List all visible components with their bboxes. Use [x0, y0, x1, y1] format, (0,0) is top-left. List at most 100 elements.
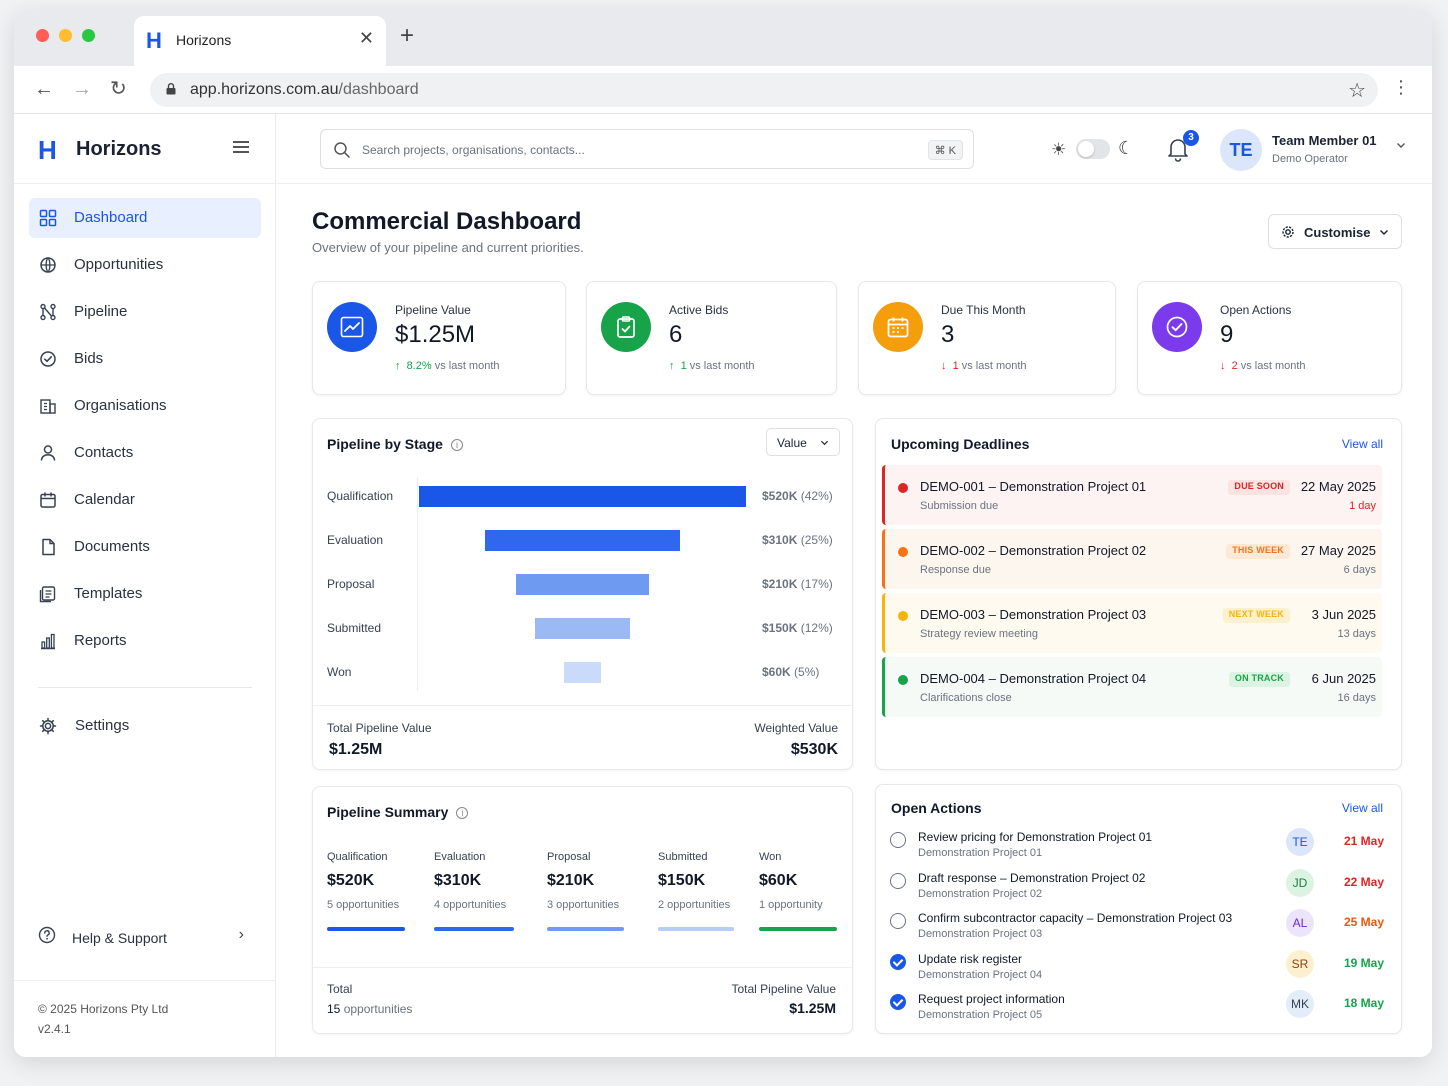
summary-stage-value: $520K [327, 872, 375, 889]
kpi-value: 9 [1220, 321, 1234, 348]
info-icon[interactable]: i [450, 439, 463, 451]
checked-circle-icon[interactable] [890, 953, 906, 970]
tab-title: Horizons [176, 32, 232, 48]
status-badge: DUE SOON [1228, 480, 1290, 495]
theme-toggle[interactable] [1076, 139, 1110, 159]
user-name[interactable]: Team Member 01 [1272, 133, 1377, 148]
hamburger-menu-icon[interactable] [233, 141, 249, 153]
sidebar-item-label: Pipeline [74, 303, 128, 320]
kpi-delta: ↓ 1 vs last month [941, 360, 1027, 372]
chevron-down-icon [1380, 230, 1388, 235]
main-content: Commercial Dashboard Overview of your pi… [276, 185, 1432, 1057]
action-title: Request project information [918, 992, 1065, 1006]
sidebar-item-reports[interactable]: Reports [29, 621, 261, 661]
sidebar-item-label: Dashboard [74, 209, 148, 226]
stage-bar[interactable] [535, 618, 630, 639]
customise-label: Customise [1304, 225, 1371, 240]
action-item[interactable]: Confirm subcontractor capacity – Demonst… [888, 909, 1384, 945]
browser-window: H Horizons ✕ + ← → ↻ app.horizons.com.au… [14, 10, 1432, 1057]
new-tab-icon[interactable]: + [400, 22, 415, 49]
action-item[interactable]: Review pricing for Demonstration Project… [888, 828, 1384, 864]
pipeline-by-stage-card: Pipeline by Stage i Value Qualification $5… [312, 418, 853, 770]
action-due-date: 21 May [1343, 834, 1384, 848]
action-item[interactable]: Request project information Demonstration… [888, 990, 1384, 1026]
sidebar-item-bids[interactable]: Bids [29, 339, 261, 379]
kpi-label: Due This Month [941, 303, 1026, 317]
gear-icon [39, 717, 57, 735]
arrow-up-icon: ↑ [669, 360, 678, 372]
maximize-window-dot[interactable] [82, 29, 95, 42]
stage-value-label: $520K [762, 489, 798, 503]
kpi-card-active-bids[interactable]: Active Bids 6 ↑ 1 vs last month [586, 281, 837, 395]
kpi-value: 6 [669, 321, 683, 348]
minimize-window-dot[interactable] [59, 29, 72, 42]
unchecked-circle-icon[interactable] [890, 872, 906, 889]
back-arrow-icon[interactable]: ← [34, 78, 54, 100]
kpi-card-pipeline-value[interactable]: Pipeline Value $1.25M ↑ 8.2% vs last month [312, 281, 566, 395]
sidebar-item-templates[interactable]: Templates [29, 574, 261, 614]
browser-menu-icon[interactable]: ⋮ [1392, 77, 1410, 97]
deadline-item[interactable]: DEMO-003 – Demonstration Project 03 Strat… [882, 593, 1382, 653]
close-tab-icon[interactable]: ✕ [358, 28, 374, 48]
customise-button[interactable]: Customise [1268, 214, 1402, 249]
stage-bar[interactable] [485, 530, 680, 551]
checked-circle-icon[interactable] [890, 994, 906, 1010]
chevron-down-icon[interactable] [1396, 140, 1406, 150]
pipeline-summary-card: Pipeline Summary i Qualification $520K 5 op… [312, 786, 853, 1034]
action-title: Draft response – Demonstration Project 0… [918, 870, 1146, 885]
summary-stage-submitted: Submitted $150K 2 opportunities [658, 851, 738, 911]
sidebar-item-documents[interactable]: Documents [29, 527, 261, 567]
deadline-item[interactable]: DEMO-004 – Demonstration Project 04 Clari… [882, 657, 1382, 717]
card-title: Pipeline Summary i [327, 804, 469, 820]
browser-tab[interactable]: H Horizons ✕ [134, 16, 386, 66]
deadline-item[interactable]: DEMO-001 – Demonstration Project 01 Submi… [882, 465, 1382, 525]
user-avatar[interactable]: TE [1220, 129, 1262, 171]
forward-arrow-icon[interactable]: → [72, 78, 92, 100]
sidebar-item-settings[interactable]: Settings [29, 706, 261, 746]
sidebar-item-opportunities[interactable]: Opportunities [29, 245, 261, 285]
address-bar[interactable]: app.horizons.com.au/dashboard ☆ [150, 73, 1378, 107]
summary-stage-count: 3 opportunities [547, 899, 620, 911]
browser-toolbar: ← → ↻ app.horizons.com.au/dashboard ☆ ⋮ [14, 66, 1432, 114]
deadline-item[interactable]: DEMO-002 – Demonstration Project 02 Respo… [882, 529, 1382, 589]
search-icon [334, 142, 350, 158]
kpi-label: Pipeline Value [395, 303, 471, 317]
bell-icon[interactable] [1166, 136, 1190, 162]
sidebar-item-calendar[interactable]: Calendar [29, 480, 261, 520]
search-input[interactable]: Search projects, organisations, contacts… [320, 129, 974, 169]
stage-bar[interactable] [563, 662, 602, 683]
unchecked-circle-icon[interactable] [890, 832, 906, 848]
summary-stage-name: Qualification [327, 851, 388, 863]
action-project: Demonstration Project 05 [918, 1009, 1043, 1021]
help-support-link[interactable]: Help & Support › [38, 926, 244, 950]
actions-view-all-link[interactable]: View all [1341, 801, 1383, 815]
sidebar-separator [38, 687, 252, 688]
action-item[interactable]: Draft response – Demonstration Project 0… [888, 868, 1384, 905]
sidebar-item-organisations[interactable]: Organisations [29, 386, 261, 426]
reload-icon[interactable]: ↻ [110, 78, 127, 100]
sidebar-item-dashboard[interactable]: Dashboard [29, 198, 261, 238]
metric-select[interactable]: Value [766, 428, 840, 456]
summary-stage-name: Proposal [547, 851, 591, 863]
info-icon[interactable]: i [456, 807, 469, 819]
unchecked-circle-icon[interactable] [890, 913, 906, 929]
action-item[interactable]: Update risk register Demonstration Projec… [888, 949, 1384, 986]
close-window-dot[interactable] [36, 29, 49, 42]
summary-stage-bar [658, 927, 734, 931]
kpi-card-due-this-month[interactable]: Due This Month 3 ↓ 1 vs last month [858, 281, 1116, 395]
sidebar-item-pipeline[interactable]: Pipeline [29, 292, 261, 332]
kpi-icon-badge [873, 302, 923, 352]
stage-bar[interactable] [516, 574, 649, 595]
stage-percent-label: (25%) [800, 533, 833, 547]
deadlines-view-all-link[interactable]: View all [1341, 437, 1383, 451]
deadline-days: 13 days [1337, 628, 1376, 640]
bookmark-star-icon[interactable]: ☆ [1348, 80, 1366, 102]
action-title: Review pricing for Demonstration Project… [918, 830, 1153, 844]
kpi-delta-suffix: vs last month [434, 360, 500, 372]
stage-bar[interactable] [419, 486, 746, 507]
kpi-icon-badge [601, 302, 651, 352]
summary-stage-count: 1 opportunity [759, 899, 823, 911]
kpi-card-open-actions[interactable]: Open Actions 9 ↓ 2 vs last month [1137, 281, 1402, 395]
url-path: /dashboard [338, 81, 419, 98]
sidebar-item-contacts[interactable]: Contacts [29, 433, 261, 473]
